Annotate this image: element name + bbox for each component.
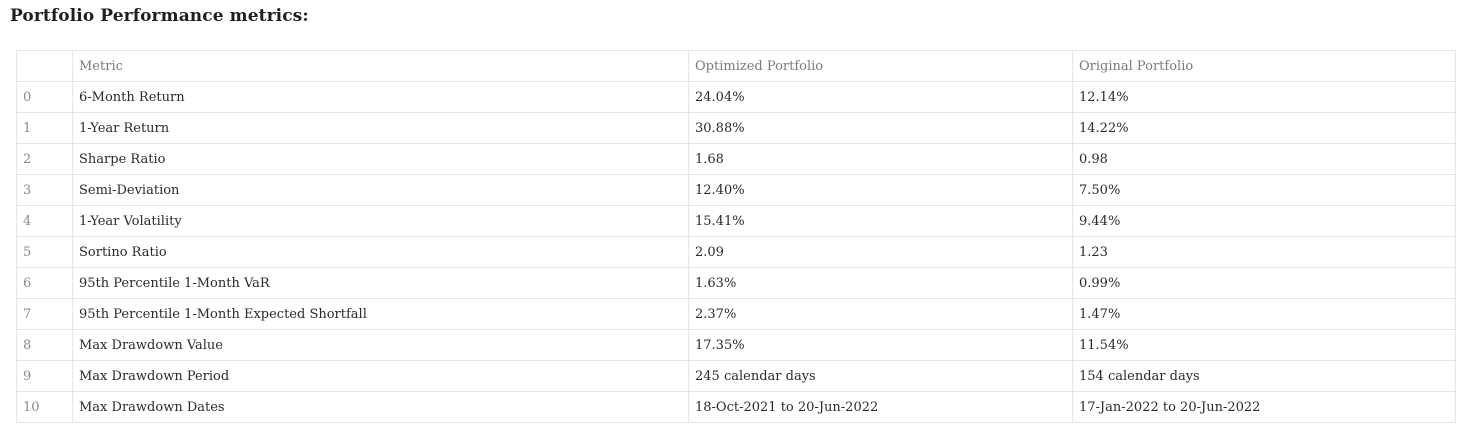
optimized-value-cell: 30.88%	[688, 112, 1073, 144]
metrics-table: Metric Optimized Portfolio Original Port…	[16, 50, 1456, 423]
row-index: 6	[16, 267, 73, 299]
metric-cell: 95th Percentile 1-Month VaR	[72, 267, 689, 299]
table-row: 0 6-Month Return 24.04% 12.14%	[16, 81, 1456, 113]
row-index: 5	[16, 236, 73, 268]
original-column-header: Original Portfolio	[1072, 50, 1456, 82]
table-row: 10 Max Drawdown Dates 18-Oct-2021 to 20-…	[16, 391, 1456, 423]
optimized-value-cell: 2.09	[688, 236, 1073, 268]
metric-cell: Max Drawdown Period	[72, 360, 689, 392]
original-value-cell: 1.47%	[1072, 298, 1456, 330]
index-column-header	[16, 50, 73, 82]
row-index: 1	[16, 112, 73, 144]
optimized-value-cell: 2.37%	[688, 298, 1073, 330]
original-value-cell: 14.22%	[1072, 112, 1456, 144]
metric-cell: Sharpe Ratio	[72, 143, 689, 175]
optimized-value-cell: 24.04%	[688, 81, 1073, 113]
row-index: 0	[16, 81, 73, 113]
table-row: 9 Max Drawdown Period 245 calendar days …	[16, 360, 1456, 392]
original-value-cell: 12.14%	[1072, 81, 1456, 113]
table-header: Metric Optimized Portfolio Original Port…	[16, 50, 1456, 82]
row-index: 2	[16, 143, 73, 175]
row-index: 9	[16, 360, 73, 392]
table-row: 1 1-Year Return 30.88% 14.22%	[16, 112, 1456, 144]
original-value-cell: 9.44%	[1072, 205, 1456, 237]
optimized-value-cell: 18-Oct-2021 to 20-Jun-2022	[688, 391, 1073, 423]
table-row: 5 Sortino Ratio 2.09 1.23	[16, 236, 1456, 268]
optimized-value-cell: 245 calendar days	[688, 360, 1073, 392]
metric-cell: Semi-Deviation	[72, 174, 689, 206]
optimized-value-cell: 15.41%	[688, 205, 1073, 237]
table-row: 2 Sharpe Ratio 1.68 0.98	[16, 143, 1456, 175]
row-index: 10	[16, 391, 73, 423]
optimized-value-cell: 12.40%	[688, 174, 1073, 206]
metric-cell: 6-Month Return	[72, 81, 689, 113]
optimized-value-cell: 17.35%	[688, 329, 1073, 361]
original-value-cell: 0.98	[1072, 143, 1456, 175]
table-row: 3 Semi-Deviation 12.40% 7.50%	[16, 174, 1456, 206]
original-value-cell: 7.50%	[1072, 174, 1456, 206]
row-index: 4	[16, 205, 73, 237]
metric-cell: Max Drawdown Value	[72, 329, 689, 361]
metric-cell: Sortino Ratio	[72, 236, 689, 268]
table-row: 6 95th Percentile 1-Month VaR 1.63% 0.99…	[16, 267, 1456, 299]
table-row: 8 Max Drawdown Value 17.35% 11.54%	[16, 329, 1456, 361]
table-row: 4 1-Year Volatility 15.41% 9.44%	[16, 205, 1456, 237]
original-value-cell: 17-Jan-2022 to 20-Jun-2022	[1072, 391, 1456, 423]
row-index: 3	[16, 174, 73, 206]
metric-cell: 1-Year Return	[72, 112, 689, 144]
table-row: 7 95th Percentile 1-Month Expected Short…	[16, 298, 1456, 330]
table-body: 0 6-Month Return 24.04% 12.14% 1 1-Year …	[16, 81, 1456, 423]
metrics-table-container: Metric Optimized Portfolio Original Port…	[16, 50, 1456, 423]
original-value-cell: 1.23	[1072, 236, 1456, 268]
row-index: 8	[16, 329, 73, 361]
metric-cell: Max Drawdown Dates	[72, 391, 689, 423]
original-value-cell: 11.54%	[1072, 329, 1456, 361]
original-value-cell: 154 calendar days	[1072, 360, 1456, 392]
row-index: 7	[16, 298, 73, 330]
optimized-column-header: Optimized Portfolio	[688, 50, 1073, 82]
header-row: Metric Optimized Portfolio Original Port…	[16, 50, 1456, 82]
metric-column-header: Metric	[72, 50, 689, 82]
original-value-cell: 0.99%	[1072, 267, 1456, 299]
metric-cell: 1-Year Volatility	[72, 205, 689, 237]
metric-cell: 95th Percentile 1-Month Expected Shortfa…	[72, 298, 689, 330]
optimized-value-cell: 1.63%	[688, 267, 1073, 299]
optimized-value-cell: 1.68	[688, 143, 1073, 175]
page-title: Portfolio Performance metrics:	[10, 6, 309, 26]
